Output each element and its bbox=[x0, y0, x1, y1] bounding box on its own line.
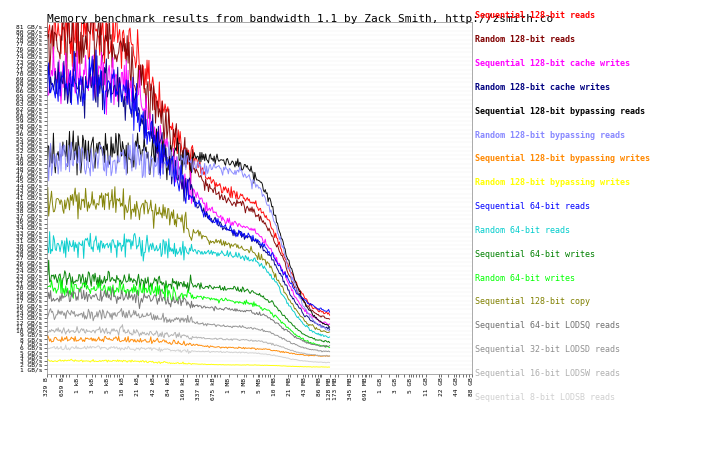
Text: Random 64-bit reads: Random 64-bit reads bbox=[475, 226, 570, 235]
Text: Sequential 8-bit LODSB reads: Sequential 8-bit LODSB reads bbox=[475, 393, 615, 402]
Text: Random 128-bit reads: Random 128-bit reads bbox=[475, 35, 575, 44]
Text: Memory benchmark results from bandwidth 1.1 by Zack Smith, http://zsmith.co: Memory benchmark results from bandwidth … bbox=[47, 14, 553, 23]
Text: Random 128-bit cache writes: Random 128-bit cache writes bbox=[475, 83, 611, 92]
Text: Sequential 32-bit LODSD reads: Sequential 32-bit LODSD reads bbox=[475, 345, 620, 354]
Text: Sequential 64-bit reads: Sequential 64-bit reads bbox=[475, 202, 590, 211]
Text: Sequential 64-bit writes: Sequential 64-bit writes bbox=[475, 250, 595, 259]
Text: Sequential 128-bit bypassing reads: Sequential 128-bit bypassing reads bbox=[475, 107, 645, 116]
Text: Random 128-bit bypassing writes: Random 128-bit bypassing writes bbox=[475, 178, 630, 187]
Text: Random 64-bit writes: Random 64-bit writes bbox=[475, 274, 575, 283]
Text: Sequential 128-bit copy: Sequential 128-bit copy bbox=[475, 297, 590, 306]
Text: Sequential 16-bit LODSW reads: Sequential 16-bit LODSW reads bbox=[475, 369, 620, 378]
Text: Random 128-bit bypassing reads: Random 128-bit bypassing reads bbox=[475, 130, 625, 140]
Text: Sequential 128-bit cache writes: Sequential 128-bit cache writes bbox=[475, 59, 630, 68]
Text: Sequential 128-bit reads: Sequential 128-bit reads bbox=[475, 11, 595, 20]
Text: Sequential 128-bit bypassing writes: Sequential 128-bit bypassing writes bbox=[475, 154, 650, 163]
Text: Sequential 64-bit LODSQ reads: Sequential 64-bit LODSQ reads bbox=[475, 321, 620, 330]
